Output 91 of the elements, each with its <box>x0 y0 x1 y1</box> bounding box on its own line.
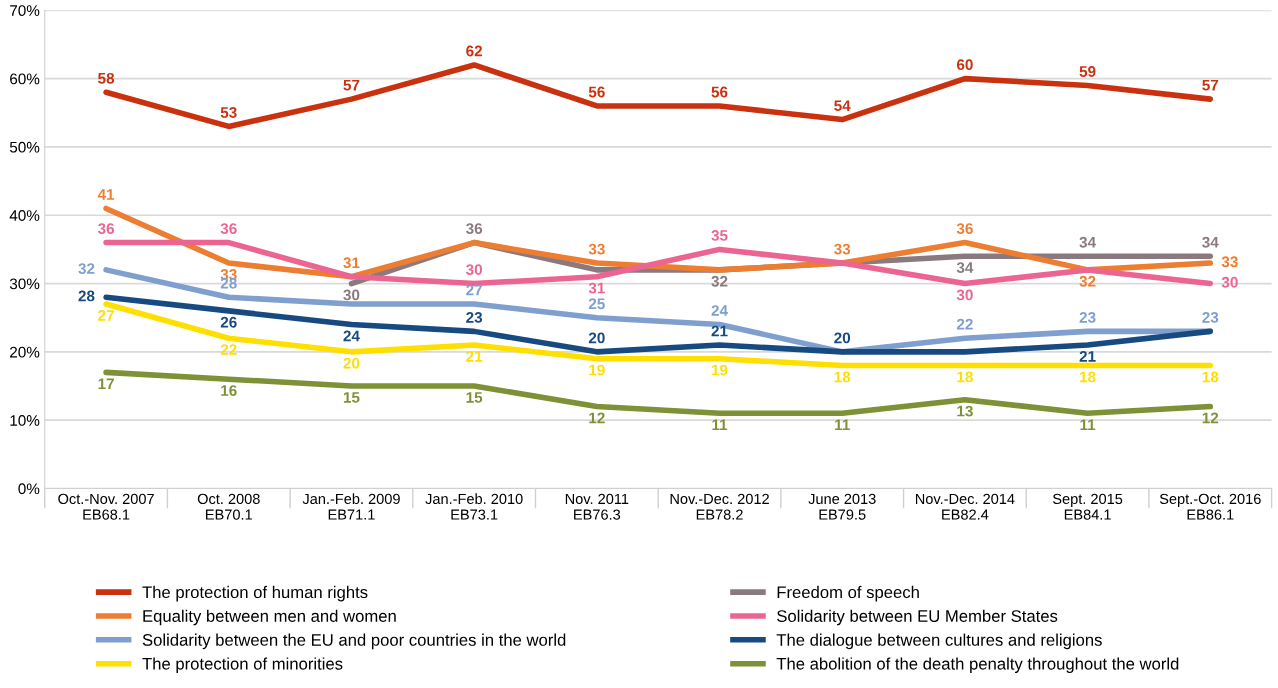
data-label: 58 <box>98 72 115 84</box>
data-label: 53 <box>220 107 237 118</box>
legend-label: Freedom of speech <box>777 585 919 602</box>
data-label: 30 <box>343 289 360 301</box>
data-label: 19 <box>589 364 605 376</box>
legend-label: The abolition of the death penalty throughout the world <box>776 657 1179 673</box>
y-tick-label: 20% <box>10 346 40 358</box>
y-tick-label: 10% <box>10 415 40 426</box>
data-label: 36 <box>220 223 237 235</box>
data-label: 36 <box>956 223 973 235</box>
legend-label: Solidarity between the EU and poor countries in the world <box>142 633 566 650</box>
data-label: 20 <box>343 357 360 369</box>
data-label: 30 <box>465 264 483 275</box>
data-label: 21 <box>711 325 728 337</box>
data-label: 54 <box>834 100 851 112</box>
legend-label: Solidarity between EU Member States <box>777 609 1058 626</box>
legend-label: The dialogue between cultures and religions <box>776 633 1102 650</box>
y-tick-label: 40% <box>9 210 40 221</box>
data-label: 35 <box>711 230 728 241</box>
data-label: 25 <box>588 298 605 310</box>
data-label: 41 <box>97 189 115 200</box>
x-tick-label: Jan.-Feb. 2010 EB73.1 <box>425 493 523 520</box>
y-tick-label: 60% <box>10 73 40 85</box>
data-label: 24 <box>343 330 360 342</box>
data-label: 12 <box>1202 412 1219 424</box>
x-tick-label: Nov.-Dec. 2012 EB78.2 <box>670 493 769 520</box>
data-label: 19 <box>711 364 728 376</box>
data-label: 56 <box>711 86 728 98</box>
data-label: 31 <box>588 282 605 294</box>
data-label: 26 <box>220 316 237 328</box>
data-label: 11 <box>835 419 850 430</box>
data-label: 33 <box>588 243 605 255</box>
y-tick-label: 70% <box>10 5 40 17</box>
legend-label: The protection of human rights <box>142 585 368 602</box>
data-label: 23 <box>1202 311 1219 323</box>
data-label: 22 <box>220 344 237 355</box>
data-label: 22 <box>956 318 973 330</box>
data-label: 36 <box>97 223 115 235</box>
data-label: 23 <box>1079 311 1096 323</box>
data-label: 60 <box>956 59 973 71</box>
data-label: 57 <box>343 79 360 91</box>
data-label: 15 <box>466 392 483 403</box>
data-label: 18 <box>1080 371 1096 383</box>
data-label: 20 <box>834 332 851 344</box>
data-label: 20 <box>588 332 605 344</box>
data-label: 27 <box>466 284 482 296</box>
x-tick-label: Oct.-Nov. 2007 EB68.1 <box>58 493 154 520</box>
data-label: 56 <box>588 86 605 98</box>
x-tick-label: Nov. 2011 EB76.3 <box>565 493 629 520</box>
x-tick-label: June 2013 EB79.5 <box>808 493 876 520</box>
data-label: 30 <box>956 289 973 301</box>
data-label: 13 <box>957 405 973 417</box>
data-label: 34 <box>1202 236 1219 248</box>
data-label: 12 <box>589 412 605 424</box>
data-label: 32 <box>1079 275 1096 287</box>
data-label: 11 <box>712 419 728 430</box>
data-label: 21 <box>1079 350 1096 362</box>
data-label: 57 <box>1202 79 1219 91</box>
y-tick-label: 50% <box>9 141 40 153</box>
x-tick-label: Nov.-Dec. 2014 EB82.4 <box>915 493 1015 520</box>
x-tick-label: Jan.-Feb. 2009 EB71.1 <box>302 493 400 520</box>
legend-label: Equality between men and women <box>143 609 396 626</box>
data-label: 16 <box>221 385 237 396</box>
legend-label: The protection of minorities <box>142 657 343 673</box>
data-label: 34 <box>1079 236 1096 248</box>
data-label: 30 <box>1221 276 1238 288</box>
data-label: 34 <box>956 262 974 274</box>
data-label: 11 <box>1080 419 1096 430</box>
x-tick-label: Sept.-Oct. 2016 EB86.1 <box>1159 493 1261 520</box>
data-label: 31 <box>343 257 360 269</box>
y-tick-label: 30% <box>9 278 40 290</box>
data-label: 27 <box>98 310 114 321</box>
data-label: 33 <box>834 243 851 255</box>
data-label: 62 <box>466 45 483 57</box>
data-label: 24 <box>711 305 728 316</box>
data-label: 17 <box>98 378 114 389</box>
data-label: 23 <box>466 311 483 323</box>
x-tick-label: Oct. 2008 EB70.1 <box>197 493 260 520</box>
data-label: 15 <box>343 392 360 403</box>
x-tick-label: Sept. 2015 EB84.1 <box>1052 493 1123 520</box>
data-label: 28 <box>78 290 95 302</box>
data-label: 18 <box>834 371 851 383</box>
data-label: 36 <box>465 223 483 235</box>
y-tick-label: 0% <box>18 483 40 495</box>
data-label: 32 <box>711 275 728 287</box>
data-label: 21 <box>466 350 483 362</box>
data-label: 18 <box>1202 371 1219 383</box>
data-label: 59 <box>1079 66 1096 77</box>
data-label: 32 <box>78 263 95 275</box>
data-label: 33 <box>1221 256 1238 268</box>
data-label: 18 <box>957 371 973 383</box>
